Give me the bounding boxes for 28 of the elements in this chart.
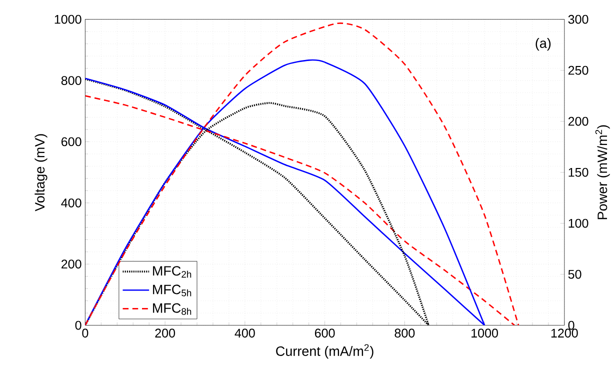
legend-label: MFC$_{5h}$: [153, 284, 192, 296]
y2-axis-title: Power (mW/m$^{2}$): [595, 125, 610, 220]
y2-tick-label: 300: [568, 14, 588, 24]
x-tick-label: 600: [314, 328, 335, 338]
annotation: (a): [536, 38, 551, 51]
y2-tick-label: 200: [568, 116, 588, 126]
x-axis-title: Current (mA/m$^{2}$): [276, 344, 374, 359]
legend-label: MFC$_{8h}$: [153, 303, 192, 315]
y-tick-label: 400: [61, 198, 82, 208]
y-tick-label: 0: [75, 320, 82, 330]
x-tick-label: 1200: [551, 328, 578, 338]
line-series: [85, 22, 520, 326]
x-tick-label: 0: [82, 328, 88, 338]
x-tick-label: 200: [155, 328, 176, 338]
y-tick-label: 600: [62, 137, 82, 146]
y2-tick-label: 100: [568, 218, 588, 228]
x-tick-label: 400: [234, 328, 255, 338]
y-axis-title: Voltage (mV): [34, 134, 48, 212]
y-tick-label: 200: [62, 260, 82, 268]
y-tick-label: 1000: [54, 14, 82, 24]
y2-tick-label: 0: [568, 320, 574, 330]
x-tick-label: 800: [394, 328, 415, 338]
legend-label: MFC$_{2h}$: [153, 266, 192, 278]
y2-tick-label: 250: [568, 66, 588, 75]
y2-tick-label: 50: [568, 270, 582, 279]
y2-tick-label: 150: [568, 168, 588, 177]
y-tick-label: 800: [61, 76, 82, 85]
x-tick-label: 1000: [472, 328, 498, 338]
